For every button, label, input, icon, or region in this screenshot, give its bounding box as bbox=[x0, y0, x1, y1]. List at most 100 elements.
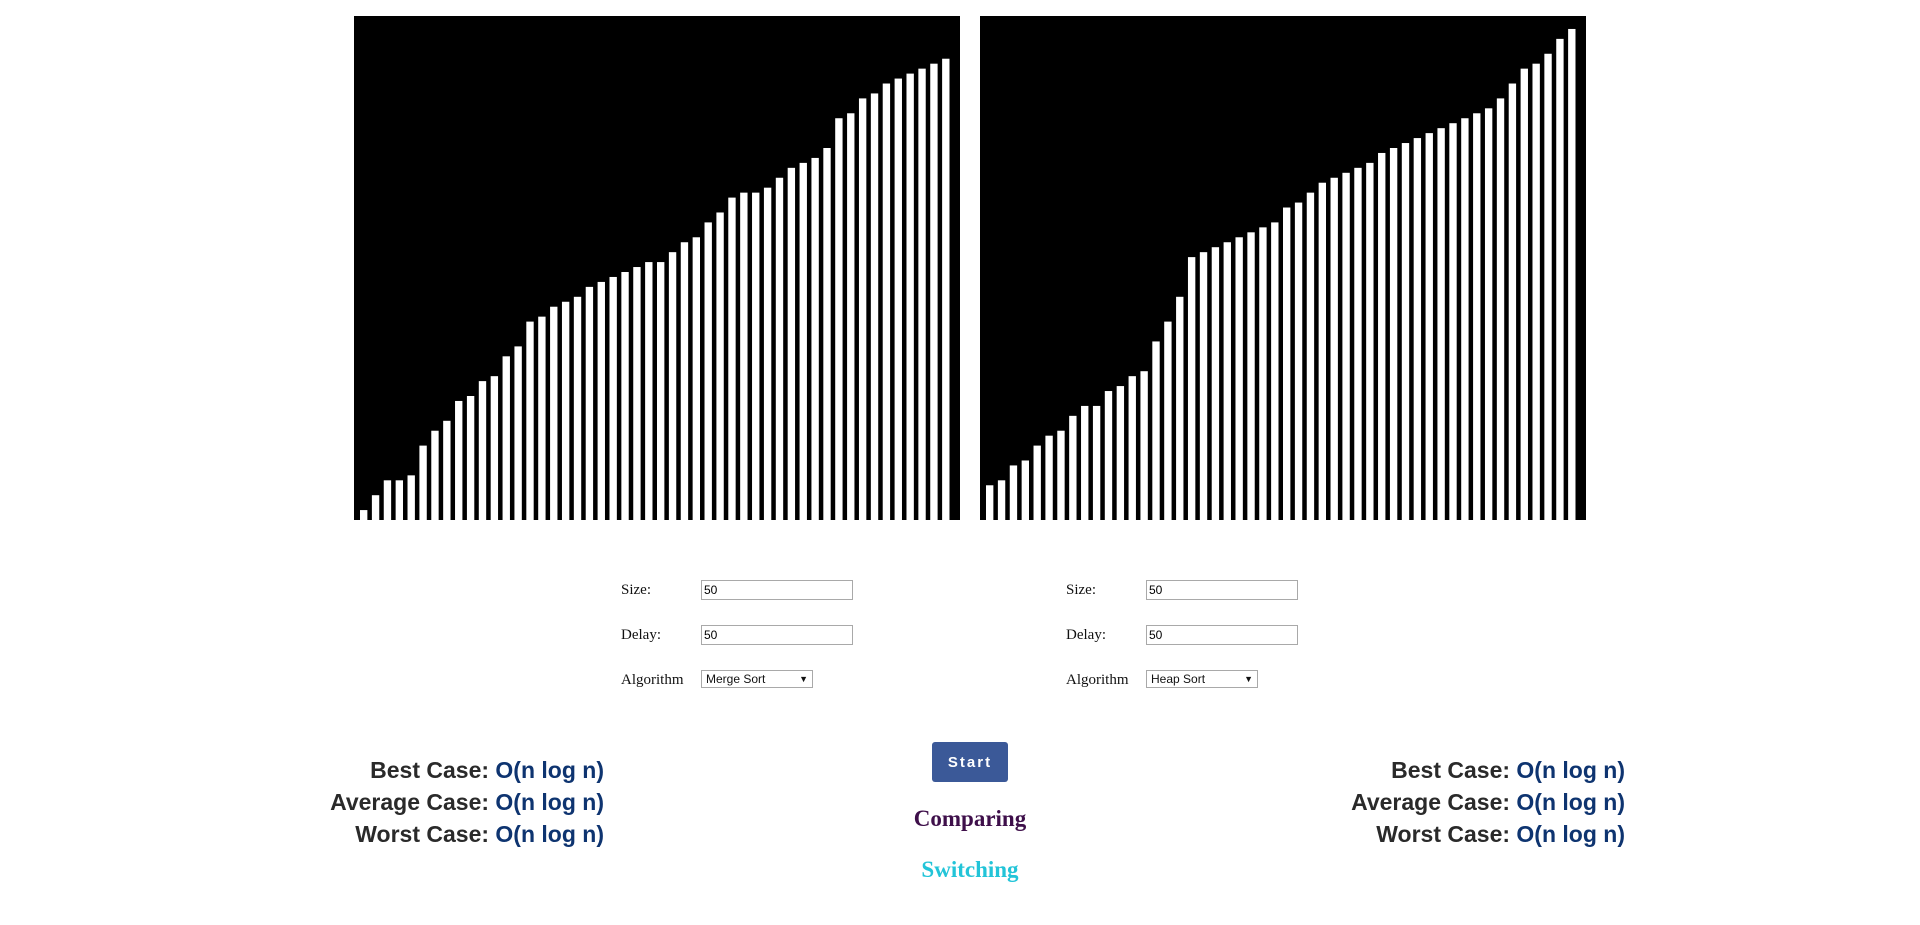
right-bar bbox=[1033, 445, 1041, 520]
left-worst-case: Worst Case: O(n log n) bbox=[304, 818, 604, 850]
right-bar bbox=[1449, 123, 1457, 520]
right-bar bbox=[1140, 371, 1148, 520]
right-bar bbox=[1199, 252, 1208, 520]
right-bar bbox=[1164, 321, 1172, 520]
left-bar bbox=[763, 187, 772, 520]
right-best-case: Best Case: O(n log n) bbox=[1325, 754, 1625, 786]
left-size-input[interactable] bbox=[701, 580, 853, 600]
right-bar bbox=[1473, 113, 1481, 520]
right-bar bbox=[1294, 202, 1303, 520]
right-bar bbox=[1116, 386, 1125, 520]
right-bar bbox=[1508, 83, 1517, 520]
right-controls: Size: Delay: Algorithm Heap Sort ▼ bbox=[1066, 578, 1326, 713]
right-bar bbox=[1081, 405, 1089, 520]
right-worst-case-value: O(n log n) bbox=[1516, 821, 1625, 847]
left-bar bbox=[680, 242, 689, 520]
right-bar bbox=[1152, 341, 1160, 520]
left-bar bbox=[930, 63, 938, 520]
left-average-case: Average Case: O(n log n) bbox=[304, 786, 604, 818]
left-bar bbox=[870, 93, 879, 520]
left-bar bbox=[645, 262, 653, 520]
left-algorithm-select[interactable]: Merge Sort ▼ bbox=[701, 670, 813, 688]
left-bar bbox=[858, 98, 867, 520]
left-bar bbox=[657, 262, 665, 520]
right-average-case-value: O(n log n) bbox=[1516, 789, 1625, 815]
right-best-case-value: O(n log n) bbox=[1516, 757, 1625, 783]
left-bar bbox=[894, 78, 902, 520]
right-bar bbox=[1532, 63, 1540, 520]
left-worst-case-value: O(n log n) bbox=[495, 821, 604, 847]
left-bar bbox=[360, 510, 368, 520]
right-best-case-label: Best Case: bbox=[1391, 757, 1511, 783]
right-worst-case: Worst Case: O(n log n) bbox=[1325, 818, 1625, 850]
left-bar bbox=[597, 281, 605, 520]
right-bar bbox=[1520, 68, 1528, 520]
left-delay-input[interactable] bbox=[701, 625, 853, 645]
right-algorithm-row: Algorithm Heap Sort ▼ bbox=[1066, 668, 1326, 713]
right-bar bbox=[1259, 227, 1267, 520]
right-bar bbox=[1389, 148, 1398, 520]
right-bar bbox=[1544, 53, 1552, 520]
left-bar bbox=[526, 321, 534, 520]
left-bar bbox=[514, 346, 522, 520]
left-average-case-value: O(n log n) bbox=[495, 789, 604, 815]
right-worst-case-label: Worst Case: bbox=[1376, 821, 1511, 847]
right-bar bbox=[997, 480, 1006, 520]
left-average-case-label: Average Case: bbox=[330, 789, 490, 815]
left-bar bbox=[740, 192, 748, 520]
right-bar bbox=[1342, 172, 1350, 520]
right-bar bbox=[1354, 167, 1362, 520]
left-bar-chart bbox=[360, 58, 950, 520]
right-bar bbox=[1235, 237, 1243, 520]
right-delay-label: Delay: bbox=[1066, 627, 1106, 643]
left-sort-canvas bbox=[354, 16, 960, 520]
left-bar bbox=[490, 376, 499, 520]
right-bar bbox=[986, 485, 994, 520]
right-bar bbox=[1009, 465, 1018, 520]
right-algorithm-selected: Heap Sort bbox=[1151, 672, 1206, 686]
left-controls: Size: Delay: Algorithm Merge Sort ▼ bbox=[621, 578, 881, 713]
right-bar bbox=[1437, 128, 1445, 520]
left-delay-label: Delay: bbox=[621, 627, 661, 643]
right-bar bbox=[1128, 376, 1136, 520]
left-bar bbox=[811, 157, 819, 520]
left-bar bbox=[383, 480, 392, 520]
left-bar bbox=[716, 212, 724, 520]
right-bar bbox=[1556, 38, 1564, 520]
left-bar bbox=[585, 286, 594, 520]
right-bar bbox=[1568, 28, 1576, 520]
left-bar bbox=[478, 381, 487, 520]
left-bar bbox=[752, 192, 760, 520]
right-bar bbox=[1247, 232, 1255, 520]
right-bar bbox=[1211, 247, 1220, 520]
right-delay-input[interactable] bbox=[1146, 625, 1298, 645]
left-bar bbox=[466, 396, 475, 520]
start-button[interactable]: Start bbox=[932, 742, 1008, 782]
left-delay-row: Delay: bbox=[621, 623, 881, 668]
left-bar bbox=[775, 177, 784, 520]
right-bar bbox=[1104, 391, 1113, 520]
left-bar bbox=[609, 276, 617, 520]
left-bar bbox=[918, 68, 926, 520]
chevron-down-icon: ▼ bbox=[1244, 674, 1253, 684]
right-algorithm-select[interactable]: Heap Sort ▼ bbox=[1146, 670, 1258, 688]
right-bar bbox=[1092, 405, 1101, 520]
right-algorithm-label: Algorithm bbox=[1066, 672, 1129, 688]
right-size-input[interactable] bbox=[1146, 580, 1298, 600]
left-bar bbox=[835, 118, 843, 520]
left-bar bbox=[395, 480, 404, 520]
left-bar bbox=[787, 167, 796, 520]
left-bar bbox=[704, 222, 712, 520]
right-bar bbox=[1223, 242, 1231, 520]
left-bar bbox=[882, 83, 891, 520]
left-complexity: Best Case: O(n log n) Average Case: O(n … bbox=[304, 754, 604, 850]
left-bar bbox=[942, 58, 950, 520]
right-bar bbox=[1271, 222, 1279, 520]
right-delay-row: Delay: bbox=[1066, 623, 1326, 668]
left-best-case-value: O(n log n) bbox=[495, 757, 604, 783]
left-bar bbox=[431, 430, 439, 520]
left-bar bbox=[561, 301, 570, 520]
right-bar bbox=[1484, 108, 1493, 520]
left-bar bbox=[823, 148, 831, 520]
left-bar bbox=[443, 420, 451, 520]
